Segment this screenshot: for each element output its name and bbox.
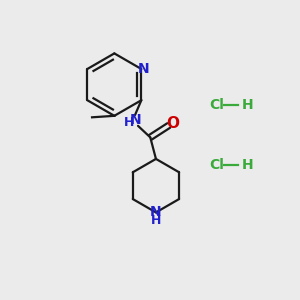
Text: H: H xyxy=(151,214,161,227)
Text: H: H xyxy=(124,116,134,129)
Text: Cl: Cl xyxy=(209,158,224,172)
Text: H: H xyxy=(242,158,254,172)
Text: O: O xyxy=(167,116,180,131)
Text: N: N xyxy=(138,62,150,76)
Text: N: N xyxy=(150,205,162,219)
Text: Cl: Cl xyxy=(209,98,224,112)
Text: N: N xyxy=(130,113,141,128)
Text: H: H xyxy=(242,98,254,112)
